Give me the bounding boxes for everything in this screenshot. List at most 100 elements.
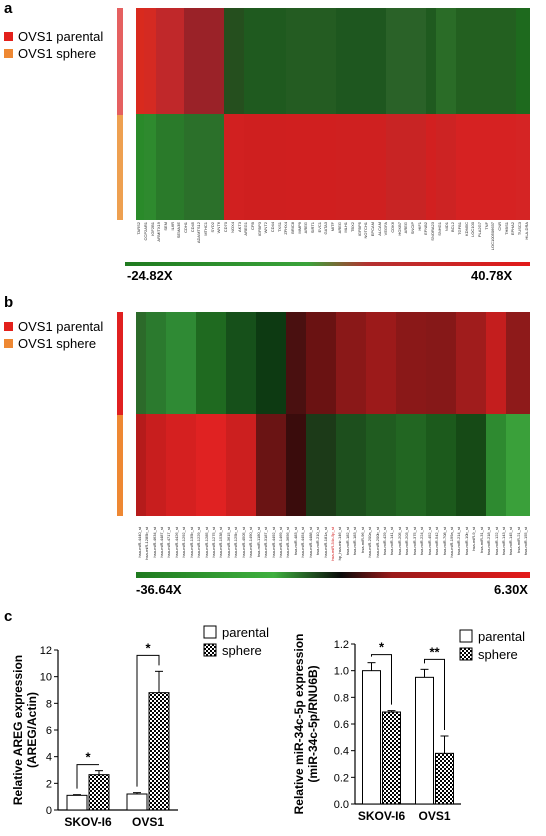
axis-label: CDK6 [390,222,396,233]
axis-label: hsa-miR-135b_st [188,527,194,558]
axis-label: CD45 [189,222,195,233]
significance-bracket [424,658,445,730]
heatmap-b [136,312,530,516]
legend-swatch-parental [4,322,13,331]
heatmap-b-cell-sphere [426,414,456,516]
heatmap-b-cell-parental [486,312,506,414]
legend-swatch [203,625,217,639]
legend-item-sphere-a: OVS1 sphere [4,45,103,62]
heatmap-b-cell-parental [336,312,366,414]
axis-label: hsa-miR-181a_st [322,527,328,558]
y-tick-label: 12 [40,645,52,657]
significance-bracket [76,764,99,789]
heatmap-a-cell-parental [386,8,426,114]
axis-label: MMP9 [296,222,302,234]
heatmap-a-cell-parental [516,8,530,114]
legend-swatch-sphere [4,49,13,58]
axis-label: hsa-miR-210_st [315,527,321,556]
heatmap-a-cell-parental [136,8,144,114]
heatmap-b-cell-parental [226,312,256,414]
legend-label: sphere [478,647,518,662]
axis-label: PLA2G7 [476,222,482,238]
axis-label: BCL2 [450,222,456,233]
heatmap-b-cell-parental [396,312,426,414]
x-tick-label: SKOV-I6 [64,815,112,829]
heatmap-a-cell-sphere [224,114,244,220]
axis-label: hsa-miR-96_st [359,527,365,554]
axis-label: hsa-miR-1180_st [255,527,261,558]
significance-bracket [136,654,160,787]
heatmap-b-cell-parental [506,312,530,414]
axis-label: AKT3 [236,222,242,233]
heatmap-a-cell-sphere [516,114,530,220]
heatmap-b-cell-parental [426,312,456,414]
sample-bar-sphere-a [117,115,123,220]
axis-label: NOTCH1 [363,222,369,239]
heatmap-b-cell-sphere [306,414,336,516]
axis-label: IGFBP3 [256,222,262,237]
axis-label: hsa-miR-542_st [434,527,440,556]
axis-label: hsa-miR-122_st [493,527,499,556]
axis-label: TARS2 [136,222,142,235]
axis-label: hsa-miR-375_st [411,527,417,556]
axis-label: IGF2B1 [149,222,155,236]
axis-label: SIRT1 [309,222,315,234]
axis-label: hsa-miR-9_st [471,527,477,551]
axis-label: CD70 [223,222,229,233]
y-tick-label: 0.0 [334,799,349,811]
axis-label: EVC1 [316,222,322,233]
axis-label: hsa-miR-200a_st [367,527,373,558]
axis-label: AREG [403,222,409,234]
axis-label: GATA3 [323,222,329,235]
bar-charts: 0 2 4 6 8 10 12 Relative AREG expression (AREG/A… [11,625,525,829]
sample-bar-parental-a [117,8,123,115]
legend-label-sphere: OVS1 sphere [18,336,97,351]
axis-label: TNF [483,222,489,230]
axis-label: TBX2 [350,222,356,233]
axis-label: IGFBP5 [356,222,362,237]
heatmap-a-cell-sphere [136,114,144,220]
axis-label: hsa-miR-452_st [426,527,432,556]
axis-label: MITF [330,222,335,232]
axis-label: hsa-miR-183_st [352,527,358,556]
axis-label: WNT6 [216,222,222,234]
heatmap-b-legend: OVS1 parental OVS1 sphere [4,318,103,352]
axis-label: hsa-miR-3615_st [225,527,231,558]
heatmap-a-cell-parental [184,8,224,114]
y-tick-label: 8 [46,698,52,710]
legend-label-parental: OVS1 parental [18,29,104,44]
axis-label: AREG [303,222,309,234]
axis-label: CNR [496,222,502,231]
axis-label: hsa-miR-155_st [523,527,529,556]
axis-label: hsa-miR-4634_st [151,527,157,558]
axis-label: SEMA3E [176,222,182,239]
legend-label: parental [222,625,269,640]
bar-sphere [88,774,110,811]
axis-label: hsa-miR-145_st [508,527,514,556]
axis-label: EPHA2 [510,222,516,236]
heatmap-a-legend: OVS1 parental OVS1 sphere [4,28,103,62]
legend-label-parental: OVS1 parental [18,319,104,334]
heatmap-b-cell-parental [456,312,486,414]
axis-label: THBS1 [503,222,509,235]
axis-label: AREG [336,222,342,234]
axis-label: hsa-miR-21_st [515,527,521,554]
legend-swatch [459,629,473,643]
y-axis-label: (AREG/Actin) [25,692,39,768]
axis-label: hsa-miR-141_st [389,527,395,556]
legend-label: parental [478,629,525,644]
heatmap-a-cell-sphere [244,114,286,220]
axis-label: hsa-miR-203_st [404,527,410,556]
heatmap-b-cell-sphere [136,414,146,516]
heatmap-a-cell-parental [244,8,286,114]
bar-parental [66,794,88,811]
heatmap-a-cell-sphere [456,114,516,220]
axis-label: KDM5C [463,222,469,237]
axis-label: hsa-miR-4454_st [300,527,306,558]
bar-sphere [435,752,454,805]
x-tick-label: OVS1 [132,815,164,829]
legend-swatch [459,647,473,661]
heatmap-a-cell-parental [156,8,184,114]
axis-label: hsa-miR-4426_st [173,527,179,558]
y-tick-label: 6 [46,725,52,737]
